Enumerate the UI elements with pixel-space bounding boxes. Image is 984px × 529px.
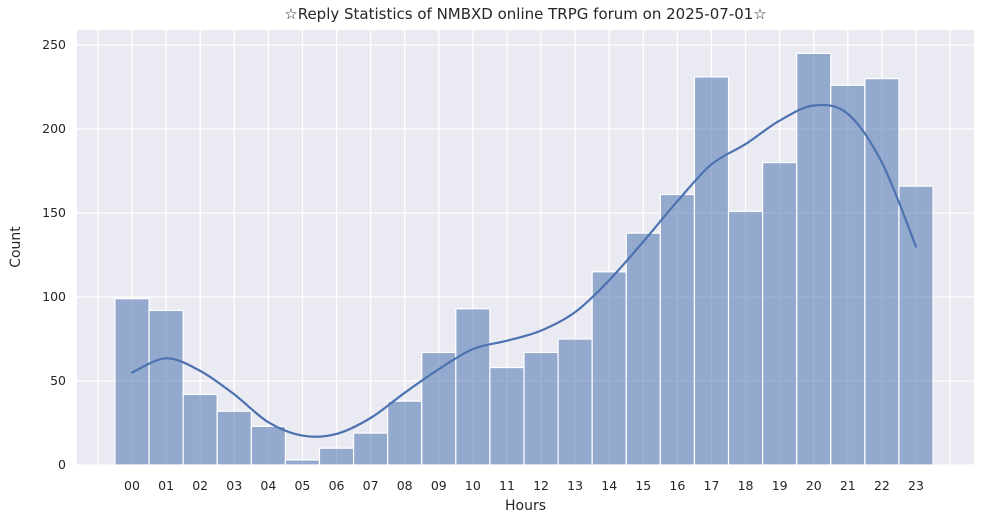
histogram-bar [387, 400, 423, 465]
y-tick-label: 200 [42, 121, 66, 136]
y-tick-label: 150 [42, 205, 66, 220]
histogram-bar [421, 351, 457, 465]
histogram-bar [625, 232, 661, 465]
histogram-bar [250, 425, 286, 465]
trend-curve [130, 103, 918, 438]
x-tick-label: 00 [124, 478, 140, 493]
histogram-bar [727, 210, 764, 465]
x-tick-label: 20 [805, 478, 822, 493]
y-tick-label: 50 [50, 373, 66, 388]
x-tick-label: 13 [567, 478, 584, 493]
x-tick-label: 12 [533, 478, 549, 493]
histogram-bar [489, 366, 525, 465]
histogram-bar [114, 298, 150, 465]
histogram-bar [796, 52, 832, 465]
histogram-bar [659, 193, 696, 465]
y-tick-label: 250 [42, 37, 66, 52]
x-tick-label: 07 [362, 478, 379, 493]
x-tick-label: 10 [464, 478, 481, 493]
histogram-bar [693, 76, 730, 465]
x-tick-label: 05 [294, 478, 311, 493]
histogram-bar [898, 185, 934, 465]
x-tick-label: 16 [669, 478, 686, 493]
histogram-bar [455, 308, 491, 465]
y-tick-label: 100 [42, 289, 66, 304]
histogram-bar [762, 162, 798, 465]
x-tick-label: 19 [771, 478, 788, 493]
histogram-bar [284, 459, 321, 465]
chart-title: ☆Reply Statistics of NMBXD online TRPG f… [284, 5, 767, 23]
histogram-bar [830, 84, 866, 465]
x-tick-label: 04 [260, 478, 277, 493]
histogram-svg [77, 30, 974, 465]
histogram-bar [523, 351, 559, 465]
histogram-bar [216, 410, 252, 465]
x-tick-label: 15 [635, 478, 652, 493]
histogram-bar [557, 338, 593, 465]
histogram-bar [352, 432, 389, 465]
x-tick-label: 02 [192, 478, 209, 493]
x-tick-label: 11 [499, 478, 515, 493]
histogram-bar [864, 77, 900, 465]
histogram-bar [591, 271, 627, 465]
x-tick-label: 03 [226, 478, 243, 493]
x-tick-label: 08 [396, 478, 413, 493]
x-tick-label: 09 [430, 478, 447, 493]
x-tick-label: 22 [873, 478, 890, 493]
x-tick-label: 18 [737, 478, 754, 493]
x-tick-label: 14 [601, 478, 618, 493]
histogram-bar [148, 309, 184, 465]
x-tick-label: 21 [839, 478, 856, 493]
y-axis-label: Count [8, 226, 24, 268]
x-tick-label: 23 [908, 478, 924, 493]
histogram-bar [182, 393, 218, 465]
x-tick-label: 17 [703, 478, 720, 493]
x-tick-label: 06 [328, 478, 345, 493]
histogram-bar [318, 447, 355, 465]
y-tick-label: 0 [58, 457, 66, 472]
x-tick-label: 01 [158, 478, 175, 493]
plot-area [77, 30, 974, 465]
x-axis-label: Hours [504, 498, 546, 514]
